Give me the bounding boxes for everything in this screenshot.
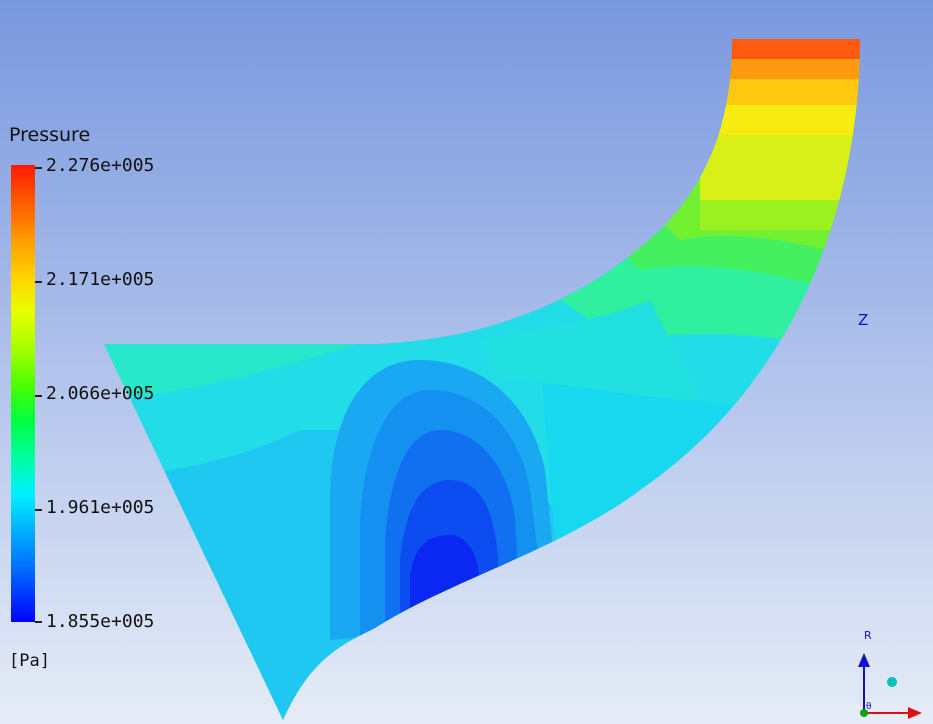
legend-tick <box>35 395 42 397</box>
origin-dot-icon <box>860 709 868 717</box>
pressure-color-bar <box>11 165 35 622</box>
x-axis-arrow-icon <box>908 707 922 719</box>
axis-z-label: Z <box>858 311 869 329</box>
legend-tick-label-4: 1.961e+005 <box>46 497 155 518</box>
legend-tick <box>35 509 42 511</box>
legend-tick <box>35 167 42 169</box>
legend-tick-label-min: 1.855e+005 <box>46 611 155 632</box>
legend-tick <box>35 281 42 283</box>
legend-tick-label-3: 2.066e+005 <box>46 383 155 404</box>
legend-unit: [Pa] <box>9 651 50 671</box>
axis-r-label: R <box>864 629 872 642</box>
legend-tick <box>35 621 42 623</box>
legend-tick-label-max: 2.276e+005 <box>46 155 155 176</box>
axis-theta-label: θ <box>866 702 872 712</box>
axis-triad[interactable]: θ <box>840 625 930 724</box>
view-sphere-icon <box>887 677 897 687</box>
legend-title: Pressure <box>9 124 91 146</box>
legend-tick-label-2: 2.171e+005 <box>46 269 155 290</box>
r-axis-arrow-icon <box>858 653 870 667</box>
